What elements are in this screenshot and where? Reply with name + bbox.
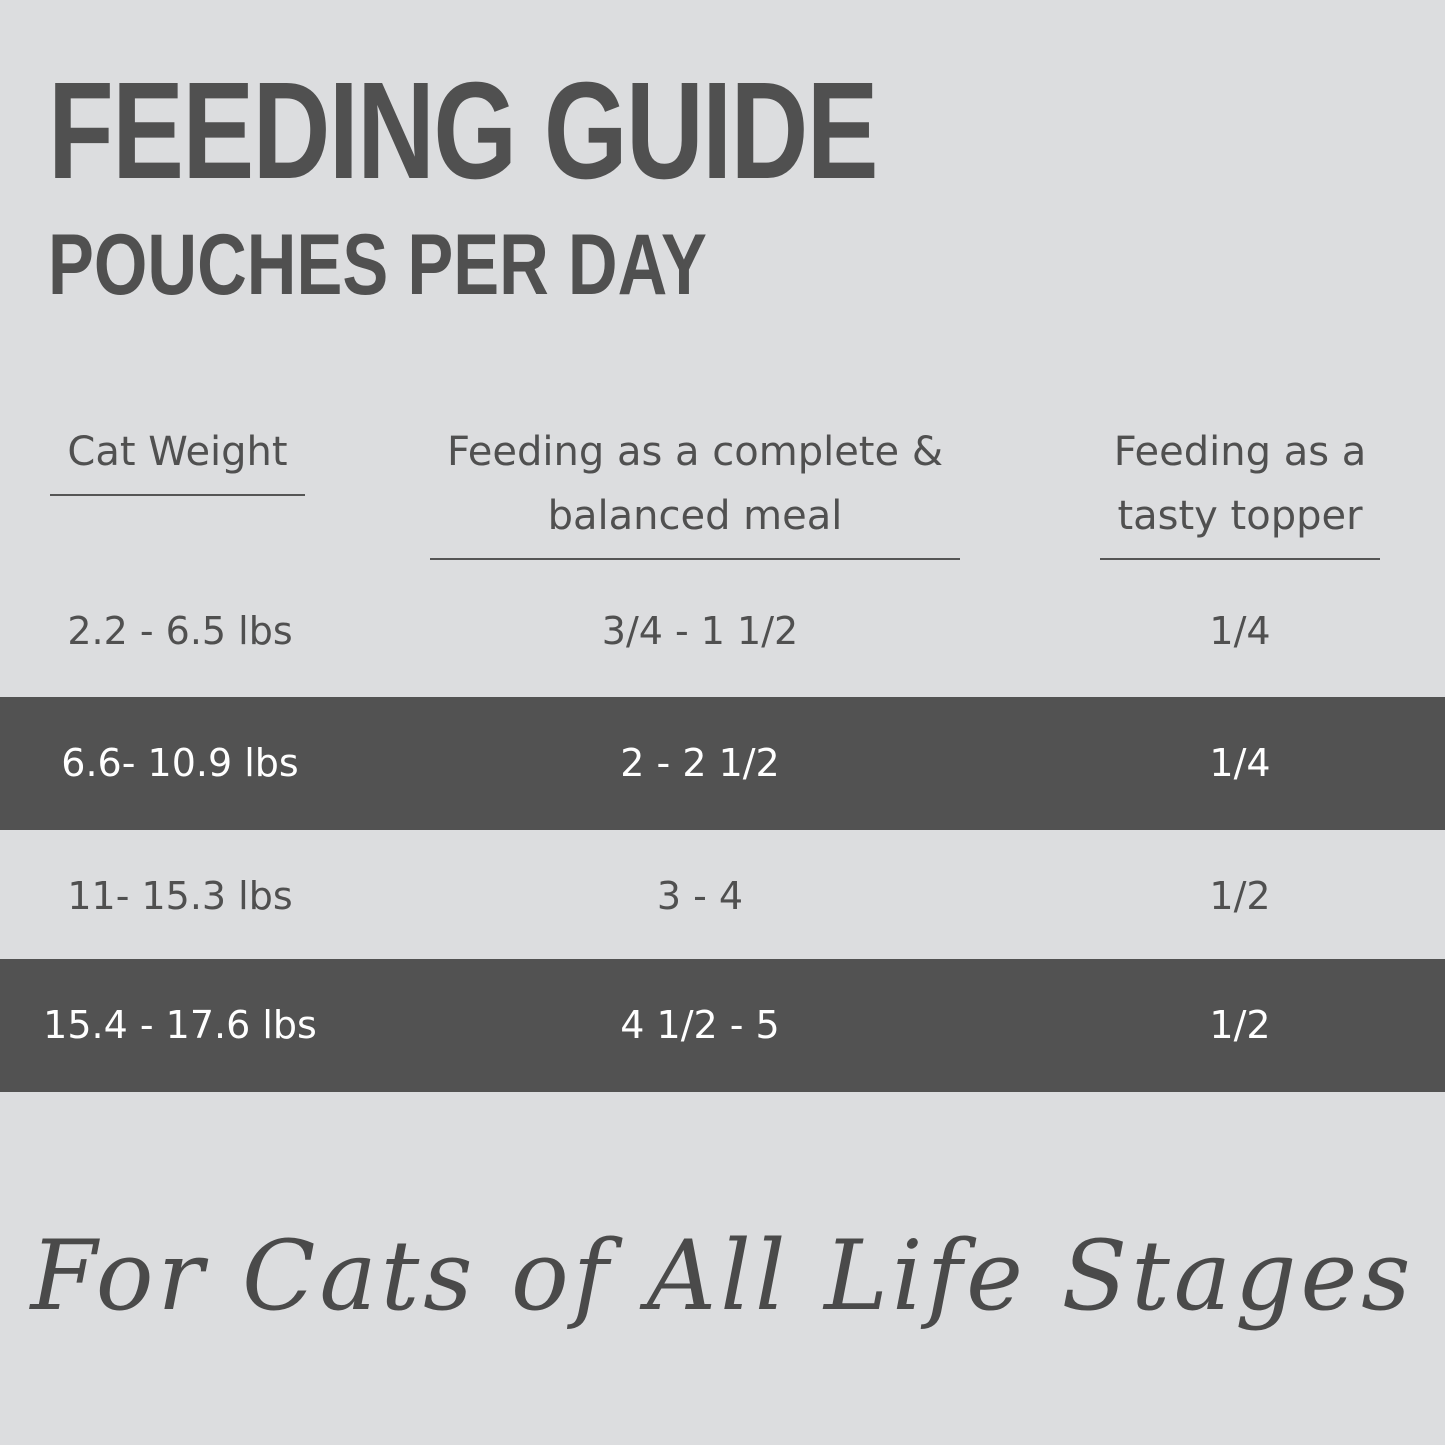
table-row: 6.6- 10.9 lbs 2 - 2 1/2 1/4 bbox=[0, 697, 1445, 830]
table-cell: 2 - 2 1/2 bbox=[620, 741, 780, 785]
table-cell: 3/4 - 1 1/2 bbox=[601, 609, 799, 653]
table-cell: 4 1/2 - 5 bbox=[620, 1003, 780, 1047]
column-header: Feeding as a tasty topper bbox=[1100, 420, 1380, 560]
title: FEEDING GUIDE bbox=[48, 54, 879, 208]
table-cell: 6.6- 10.9 lbs bbox=[61, 741, 299, 785]
table-cell: 1/4 bbox=[1209, 609, 1271, 653]
table-row: 15.4 - 17.6 lbs 4 1/2 - 5 1/2 bbox=[0, 959, 1445, 1092]
table-cell: 15.4 - 17.6 lbs bbox=[43, 1003, 317, 1047]
table-row: 11- 15.3 lbs 3 - 4 1/2 bbox=[0, 830, 1445, 963]
column-header: Feeding as a complete & balanced meal bbox=[430, 420, 960, 560]
table-cell: 11- 15.3 lbs bbox=[67, 874, 293, 918]
table-cell: 1/2 bbox=[1209, 874, 1271, 918]
table-cell: 1/2 bbox=[1209, 1003, 1271, 1047]
column-header: Cat Weight bbox=[50, 420, 305, 496]
subtitle: POUCHES PER DAY bbox=[48, 217, 707, 313]
table-cell: 2.2 - 6.5 lbs bbox=[67, 609, 293, 653]
table-cell: 1/4 bbox=[1209, 741, 1271, 785]
table-cell: 3 - 4 bbox=[656, 874, 744, 918]
tagline: For Cats of All Life Stages bbox=[30, 1220, 1415, 1332]
table-row: 2.2 - 6.5 lbs 3/4 - 1 1/2 1/4 bbox=[0, 565, 1445, 698]
